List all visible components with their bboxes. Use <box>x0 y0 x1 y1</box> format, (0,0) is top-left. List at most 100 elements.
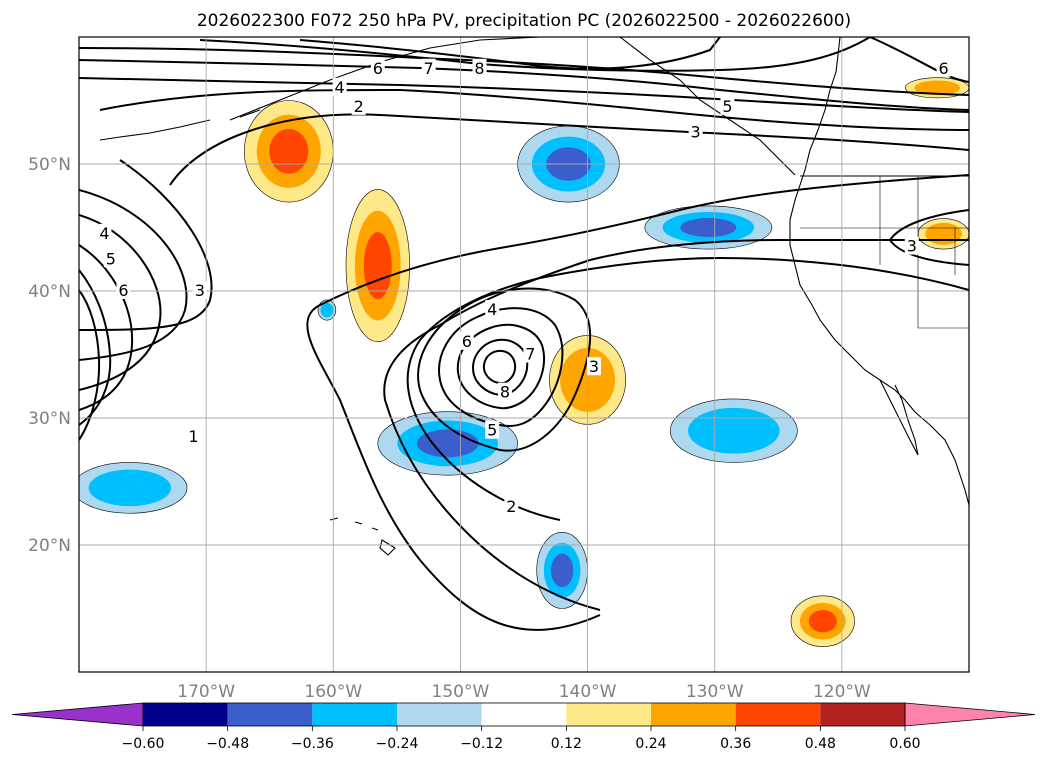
colorbar-segment <box>735 703 821 726</box>
contour-label: 7 <box>525 345 535 364</box>
pv-contour-north-2 <box>169 113 969 186</box>
contour-label: 3 <box>195 281 205 300</box>
contour-label: 4 <box>487 300 497 319</box>
precip-level <box>680 218 737 237</box>
precip-positive-area <box>917 218 969 250</box>
contour-label: 4 <box>99 224 109 243</box>
contour-label: 7 <box>424 59 434 78</box>
lat-label: 20°N <box>28 536 71 556</box>
contour-label: 3 <box>907 237 917 256</box>
pv-contour-north-4 <box>79 77 969 113</box>
colorbar-extend-low <box>11 702 144 727</box>
precip-level <box>550 553 574 588</box>
colorbar-tick-label: 0.12 <box>551 736 582 752</box>
pv-contour-north-5 <box>79 59 969 111</box>
north-america-coast <box>789 37 969 506</box>
colorbar-extend-high <box>904 702 1036 727</box>
figure-title: 2026022300 F072 250 hPa PV, precipitatio… <box>197 11 851 31</box>
colorbar-segment <box>143 703 228 726</box>
contour-label-bg <box>497 382 512 401</box>
pv-contour-3 <box>406 256 969 521</box>
contour-label-bg <box>936 58 951 77</box>
contour-label: 4 <box>335 78 345 97</box>
colorbar-tick-label: −0.12 <box>460 736 503 752</box>
contour-label-bg <box>459 331 474 350</box>
precip-negative-area <box>79 462 188 514</box>
contour-label: 6 <box>373 59 383 78</box>
lat-label: 40°N <box>28 282 71 302</box>
colorbar-tick-label: −0.48 <box>206 736 249 752</box>
colorbar-segment <box>397 703 482 726</box>
colorbar-tick-label: −0.60 <box>122 736 165 752</box>
baja-california <box>879 379 919 456</box>
contour-label-bg <box>332 77 347 96</box>
lon-label: 160°W <box>304 682 362 702</box>
precip-level <box>320 302 334 318</box>
lon-label: 120°W <box>813 682 871 702</box>
colorbar-tick-label: 0.24 <box>635 736 666 752</box>
pv-contour-north-3 <box>99 88 969 131</box>
contour-label: 2 <box>506 497 516 516</box>
colorbar-segment <box>820 703 905 726</box>
pv-contour-north-8 <box>299 37 721 70</box>
lat-label: 50°N <box>28 155 71 175</box>
colorbar-tick-label: 0.48 <box>805 736 836 752</box>
contour-label-bg <box>720 96 735 115</box>
aleutian-islands <box>99 109 261 141</box>
contour-label: 6 <box>938 59 948 78</box>
lon-label: 140°W <box>559 682 617 702</box>
colorbar-tick-label: 0.60 <box>889 736 920 752</box>
contour-label: 3 <box>691 122 701 141</box>
contour-label-bg <box>586 357 601 376</box>
lon-label: 130°W <box>686 682 744 702</box>
lat-label: 30°N <box>28 409 71 429</box>
us-state-lines <box>800 176 969 329</box>
precip-positive-area <box>345 189 410 343</box>
precip-level <box>808 610 837 633</box>
pv-contour-west-3 <box>79 159 213 331</box>
colorbar-frame <box>142 702 906 727</box>
contour-label-bg <box>523 344 538 363</box>
contour-label-bg <box>97 223 112 242</box>
contour-label: 5 <box>722 97 732 116</box>
precip-negative-area <box>536 532 588 609</box>
pv-contour-west-6 <box>79 244 134 411</box>
precip-negative-area <box>669 398 798 463</box>
contour-label-bg <box>485 420 500 439</box>
precip-positive-area <box>790 595 855 647</box>
precip-level <box>925 222 962 245</box>
pv-contour-west-4 <box>79 189 188 361</box>
contour-label: 5 <box>106 249 116 268</box>
pv-contour-east-3 <box>888 209 969 266</box>
contour-label-bg <box>504 496 519 515</box>
contour-label: 2 <box>354 97 364 116</box>
pv-contour-6 <box>456 323 546 410</box>
precip-level <box>688 407 780 454</box>
contour-label-bg <box>103 249 118 268</box>
colorbar: −0.60 −0.48 −0.36 −0.24 −0.12 0.12 0.24 0.36 0.4… <box>11 702 1036 752</box>
contour-label-bg <box>472 58 487 77</box>
lon-label: 170°W <box>177 682 235 702</box>
contour-label-bg <box>186 427 201 446</box>
contour-label: 5 <box>487 421 497 440</box>
precip-negative-area <box>317 299 337 321</box>
colorbar-tick-label: 0.36 <box>720 736 751 752</box>
precip-level <box>363 232 392 300</box>
precip-level <box>914 80 961 96</box>
pv-contour-4 <box>417 287 592 452</box>
precip-level <box>269 128 309 174</box>
precip-negative-area <box>644 205 773 250</box>
colorbar-segment <box>566 703 651 726</box>
contour-label: 1 <box>188 427 198 446</box>
map-frame <box>78 36 970 673</box>
colorbar-tick-label: −0.36 <box>291 736 334 752</box>
pv-contour-1 <box>306 174 969 631</box>
precip-level <box>88 469 172 507</box>
colorbar-segment <box>651 703 736 726</box>
colorbar-segment <box>312 703 397 726</box>
pv-contour-north-6 <box>79 47 969 96</box>
contour-label-bg <box>904 236 919 255</box>
contour-label-bg <box>116 281 131 299</box>
